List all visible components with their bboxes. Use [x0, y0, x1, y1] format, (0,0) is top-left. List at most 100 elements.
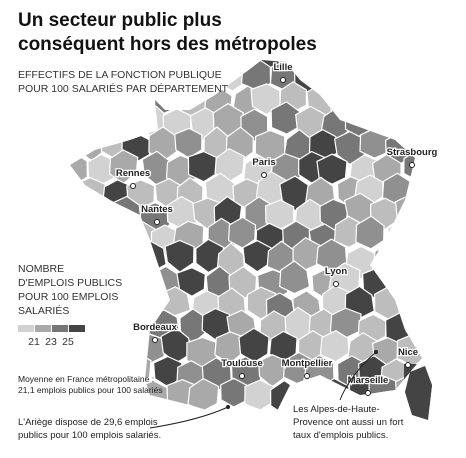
department	[250, 83, 281, 116]
department	[70, 110, 88, 143]
city-dot	[365, 390, 371, 396]
city-label: Nice	[398, 347, 418, 358]
department	[429, 105, 432, 140]
city-label: Paris	[252, 157, 275, 168]
department	[426, 60, 432, 97]
department	[97, 310, 128, 343]
legend-swatch	[18, 325, 34, 332]
department	[319, 330, 350, 363]
department	[81, 107, 112, 138]
department	[397, 288, 428, 324]
department	[435, 83, 464, 116]
department	[270, 101, 301, 135]
department	[324, 60, 354, 91]
department	[70, 195, 86, 226]
department	[434, 38, 462, 69]
corsica	[404, 364, 432, 420]
legend-tick: 25	[62, 336, 74, 348]
title-line: conséquent hors des métropoles	[18, 34, 317, 55]
department	[70, 151, 88, 186]
city-label: Toulouse	[221, 358, 263, 369]
city-dot	[261, 172, 267, 178]
department	[412, 265, 432, 298]
department	[446, 332, 466, 365]
department	[372, 244, 404, 278]
department	[388, 60, 416, 75]
subtitle-line: POUR 100 SALARIÉS PAR DÉPARTEMENT	[18, 82, 229, 95]
department	[341, 61, 371, 95]
department	[242, 239, 272, 273]
title-line: Un secteur public plus	[18, 10, 222, 31]
department	[421, 237, 432, 270]
department	[70, 241, 91, 273]
city-dot	[130, 183, 136, 189]
notes: Moyenne en France métropolitaine : 21,1 …	[18, 350, 404, 441]
department	[112, 240, 143, 272]
ariege-note: publics pour 100 emplois salariés.	[18, 430, 161, 441]
department	[449, 61, 466, 93]
department	[400, 63, 431, 95]
department	[123, 264, 154, 297]
city-label: Bordeaux	[133, 322, 178, 333]
department	[410, 175, 432, 211]
title: Un secteur public plus conséquent hors d…	[18, 10, 317, 95]
department	[101, 218, 131, 252]
department	[452, 378, 466, 412]
department	[109, 109, 140, 141]
department	[442, 354, 466, 385]
department	[176, 267, 206, 297]
department	[438, 262, 466, 294]
legend-title: POUR 100 EMPLOIS	[18, 291, 118, 303]
department	[70, 133, 77, 166]
department	[372, 104, 401, 136]
department	[384, 79, 413, 114]
department	[74, 177, 106, 209]
department	[201, 307, 232, 341]
city-label: Montpellier	[282, 358, 333, 369]
department	[414, 306, 432, 342]
city-label: Nantes	[141, 204, 173, 215]
city-dot	[405, 362, 411, 368]
city-dot	[154, 219, 160, 225]
department	[195, 238, 225, 274]
alpes-note: Provence ont aussi un fort	[293, 417, 404, 428]
average-note: Moyenne en France métropolitaine :	[18, 374, 154, 384]
legend-swatch	[69, 325, 85, 332]
city-label: Lille	[273, 62, 292, 73]
department	[164, 239, 195, 273]
department	[447, 239, 466, 270]
department	[315, 238, 348, 272]
city-dot	[409, 162, 415, 168]
legend-tick: 21	[28, 336, 40, 348]
department	[316, 153, 348, 185]
department	[406, 83, 432, 121]
callout-dot	[226, 405, 230, 409]
city-label: Lyon	[325, 266, 348, 277]
city-dot	[304, 373, 310, 379]
legend: NOMBRE D'EMPLOIS PUBLICS POUR 100 EMPLOI…	[18, 263, 122, 348]
city-dot	[239, 373, 245, 379]
department	[386, 264, 418, 296]
average-note: 21,1 emplois publics pour 100 salariés	[18, 385, 163, 395]
department	[70, 220, 79, 257]
alpes-note: Les Alpes-de-Haute-	[293, 404, 380, 415]
city-label: Strasbourg	[387, 147, 438, 158]
department	[71, 223, 100, 257]
ariege-note: L'Ariège dispose de 29,6 emplois	[18, 417, 158, 428]
department	[244, 379, 275, 411]
department	[450, 284, 466, 318]
department	[334, 60, 364, 71]
city-dot	[152, 337, 158, 343]
department	[421, 289, 432, 322]
legend-title: SALARIÉS	[18, 304, 69, 317]
department	[115, 334, 145, 371]
department	[397, 102, 429, 138]
city-dot	[280, 77, 286, 83]
department	[410, 60, 432, 69]
department	[84, 246, 115, 281]
city-label: Rennes	[116, 168, 150, 179]
city-labels: Lille Strasbourg Rennes Paris Nantes Lyon Bord…	[115, 61, 439, 396]
subtitle-line: EFFECTIFS DE LA FONCTION PUBLIQUE	[18, 69, 222, 81]
legend-swatch	[52, 325, 68, 332]
